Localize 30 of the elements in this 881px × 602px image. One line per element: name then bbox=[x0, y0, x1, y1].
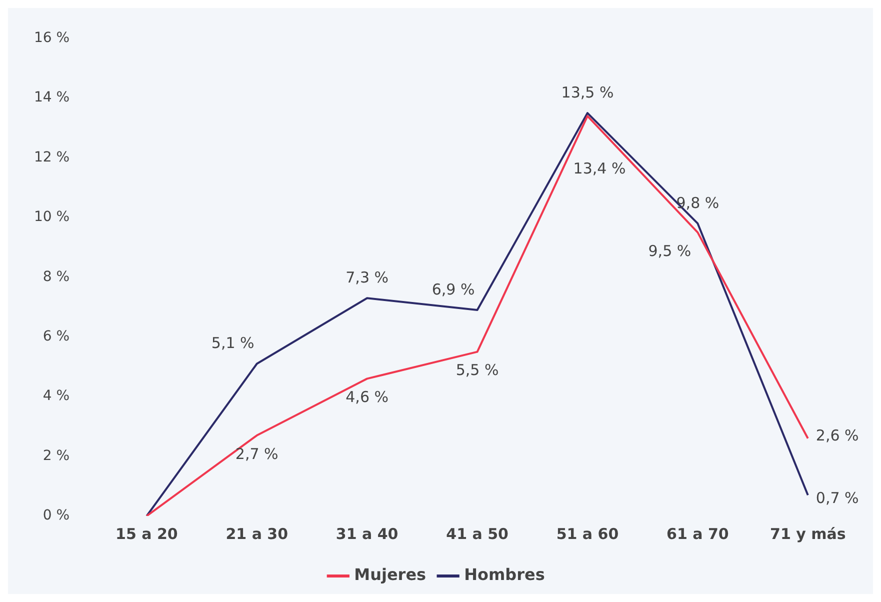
y-tick-label: 16 % bbox=[34, 30, 70, 46]
y-tick-label: 2 % bbox=[42, 448, 70, 464]
data-label: 2,6 % bbox=[816, 426, 859, 444]
y-tick-label: 8 % bbox=[42, 268, 70, 285]
x-tick-label: 31 a 40 bbox=[336, 524, 398, 543]
y-tick-label: 14 % bbox=[34, 90, 70, 106]
data-label: 13,4 % bbox=[573, 159, 626, 178]
x-tick-label: 51 a 60 bbox=[556, 524, 619, 543]
y-tick-label: 0 % bbox=[42, 508, 70, 524]
x-tick-label: 21 a 30 bbox=[226, 524, 288, 543]
x-tick-label: 15 a 20 bbox=[116, 524, 178, 543]
data-label: 5,5 % bbox=[456, 361, 499, 380]
legend-label: Hombres bbox=[464, 565, 545, 584]
y-tick-label: 6 % bbox=[42, 328, 70, 345]
data-label: 6,9 % bbox=[432, 280, 475, 298]
data-label: 4,6 % bbox=[346, 388, 389, 406]
data-label: 2,7 % bbox=[235, 444, 278, 463]
data-label: 13,5 % bbox=[561, 83, 614, 102]
data-label: 9,5 % bbox=[648, 242, 692, 260]
y-tick-label: 4 % bbox=[42, 388, 70, 404]
data-label: 5,1 % bbox=[211, 334, 254, 352]
legend-label: Mujeres bbox=[354, 565, 426, 584]
x-tick-label: 41 a 50 bbox=[446, 524, 508, 543]
data-label: 0,7 % bbox=[816, 488, 859, 507]
y-tick-label: 10 % bbox=[34, 209, 70, 226]
y-tick-label: 12 % bbox=[34, 149, 70, 166]
data-label: 9,8 % bbox=[676, 194, 720, 212]
data-label: 7,3 % bbox=[346, 268, 389, 286]
x-tick-label: 71 y más bbox=[770, 524, 846, 543]
x-tick-label: 61 a 70 bbox=[666, 524, 729, 543]
